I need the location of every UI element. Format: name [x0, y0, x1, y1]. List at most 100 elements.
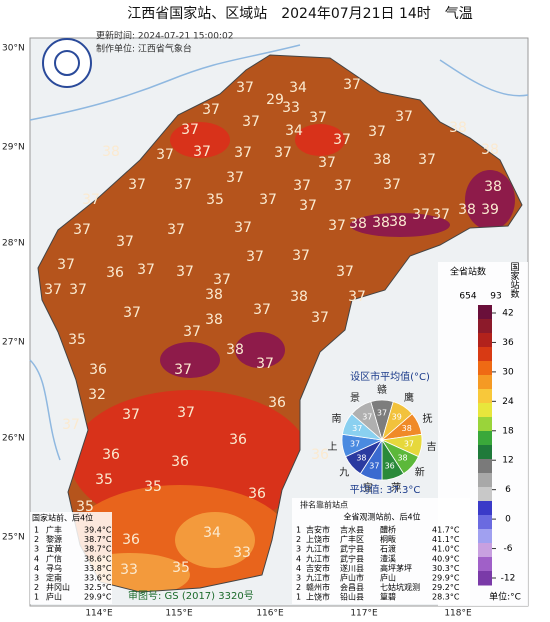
- lat-label: 28°N: [2, 239, 25, 249]
- temperature-label: 36: [122, 532, 140, 548]
- temperature-label: 37: [202, 102, 220, 118]
- colorbar-segment: [478, 473, 492, 488]
- temperature-label: 37: [328, 218, 346, 234]
- temperature-label: 36: [106, 265, 124, 281]
- temperature-label: 33: [282, 100, 300, 116]
- lat-label: 26°N: [2, 434, 25, 444]
- national-cell: 33.6°C: [84, 574, 112, 583]
- all-cell: 2: [296, 583, 301, 592]
- national-cell: 2: [34, 535, 39, 544]
- lat-label: 29°N: [2, 143, 25, 153]
- temperature-label: 37: [334, 178, 352, 194]
- temperature-label: 36: [171, 454, 189, 470]
- national-cell: 黎源: [46, 534, 62, 544]
- temperature-label: 37: [299, 198, 317, 214]
- all-cell: 29.9°C: [432, 574, 460, 583]
- pie-value: 37: [404, 439, 414, 448]
- temperature-label: 32: [88, 387, 106, 403]
- pie-city: 南: [332, 412, 342, 425]
- national-title: 国家站前、后4位: [32, 513, 93, 523]
- colorbar-label: 18: [502, 426, 514, 436]
- all-cell: 铅山县: [340, 592, 364, 602]
- temperature-label: 38: [458, 202, 476, 218]
- temperature-label: 37: [432, 207, 450, 223]
- temperature-label: 37: [69, 282, 87, 298]
- temperature-label: 37: [418, 152, 436, 168]
- temperature-label: 37: [177, 405, 195, 421]
- all-cell: 九江市: [306, 553, 330, 563]
- pie-city: 宜: [363, 481, 373, 494]
- temperature-label: 29: [266, 92, 284, 108]
- temperature-label: 37: [128, 177, 146, 193]
- all-cell: 赣州市: [306, 582, 330, 592]
- temperature-label: 37: [368, 124, 386, 140]
- national-cell: 庐山: [46, 592, 62, 602]
- province-border: [37, 54, 523, 593]
- temperature-label: 37: [82, 192, 100, 208]
- national-cell: 32.5°C: [84, 583, 112, 592]
- temperature-label: 34: [203, 525, 221, 541]
- temperature-label: 37: [383, 177, 401, 193]
- colorbar-segment: [478, 557, 492, 572]
- all-cell: 28.3°C: [432, 593, 460, 602]
- temperature-label: 37: [123, 305, 141, 321]
- temperature-label: 37: [336, 264, 354, 280]
- temperature-label: 37: [116, 234, 134, 250]
- temperature-label: 37: [226, 170, 244, 186]
- colorbar-label: 0: [505, 515, 511, 525]
- national-cell: 38.7°C: [84, 545, 112, 554]
- pie-city: 抚: [422, 413, 432, 425]
- temperature-label: 38: [349, 216, 367, 232]
- temperature-label: 37: [348, 289, 366, 305]
- temperature-label: 37: [309, 110, 327, 126]
- legend-unit: 单位:°C: [489, 591, 521, 603]
- temperature-label: 37: [176, 264, 194, 280]
- all-cell: 武宁县: [340, 544, 364, 554]
- temperature-label: 37: [412, 207, 430, 223]
- national-cell: 1: [34, 593, 39, 602]
- colorbar-label: 30: [502, 367, 514, 377]
- pie-city: 赣: [377, 383, 387, 396]
- lon-label: 117°E: [350, 609, 378, 619]
- temperature-label: 33: [233, 545, 251, 561]
- temperature-label: 36: [229, 432, 247, 448]
- temperature-label: 37: [274, 145, 292, 161]
- colorbar-label: 42: [502, 309, 513, 319]
- all-cell: 41.1°C: [432, 535, 460, 544]
- temperature-label: 37: [259, 192, 277, 208]
- national-cell: 1: [34, 526, 39, 535]
- all-cell: 上饶市: [306, 534, 330, 544]
- all-cell: 九江市: [306, 544, 330, 554]
- pie-title: 设区市平均值(°C): [350, 370, 430, 383]
- colorbar-segment: [478, 459, 492, 474]
- temperature-label: 37: [156, 147, 174, 163]
- national-cell: 3: [34, 574, 39, 583]
- lat-label: 25°N: [2, 533, 25, 543]
- temperature-label: 38: [449, 120, 467, 136]
- temperature-label: 37: [293, 178, 311, 194]
- all-cell: 41.0°C: [432, 545, 460, 554]
- pie-sector: [351, 401, 383, 442]
- all-cell: 吉水县: [340, 525, 364, 535]
- national-cell: 4: [34, 554, 39, 563]
- national-cell: 广信: [46, 553, 62, 563]
- colorbar-segment: [478, 431, 492, 446]
- temperature-label: 33: [120, 562, 138, 578]
- temperature-label: 36: [311, 447, 329, 463]
- temperature-label: 37: [122, 407, 140, 423]
- all-cell: 高坪茅坪: [380, 563, 412, 573]
- lat-label: 30°N: [2, 44, 25, 54]
- colorbar-segment: [478, 361, 492, 376]
- all-cell: 4: [296, 554, 301, 563]
- pie-city: 上: [328, 441, 338, 453]
- pie-city: 新: [415, 466, 425, 479]
- all-cell: 澧溪: [380, 553, 396, 563]
- colorbar-segment: [478, 333, 492, 348]
- temperature-label: 37: [311, 310, 329, 326]
- colorbar-segment: [478, 571, 492, 586]
- all-cell: 九江市: [306, 573, 330, 583]
- temperature-label: 37: [44, 282, 62, 298]
- all-cell: 篁碧: [380, 592, 396, 602]
- temperature-label: 37: [253, 302, 271, 318]
- temperature-label: 37: [318, 155, 336, 171]
